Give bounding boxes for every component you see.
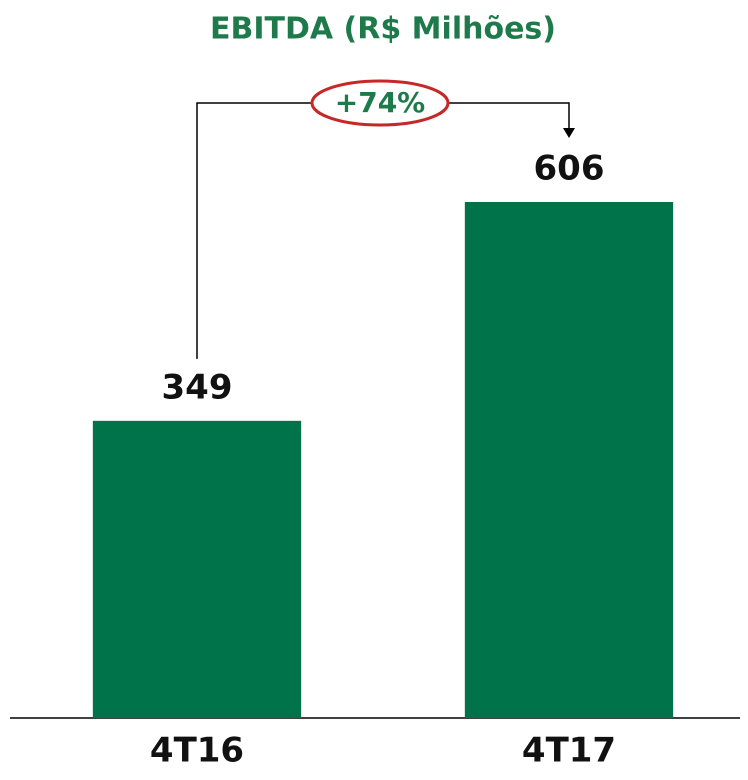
chart-title: EBITDA (R$ Milhões) <box>210 12 556 47</box>
arrow-head <box>563 128 575 138</box>
annotation-ellipse <box>310 79 450 127</box>
bar <box>464 202 674 718</box>
x-tick-label: 4T16 <box>150 731 244 771</box>
value-label: 349 <box>162 367 233 407</box>
x-tick-label: 4T17 <box>522 731 616 771</box>
value-label: 606 <box>534 149 605 189</box>
annotation: +74% <box>335 86 425 119</box>
bar <box>92 420 302 718</box>
